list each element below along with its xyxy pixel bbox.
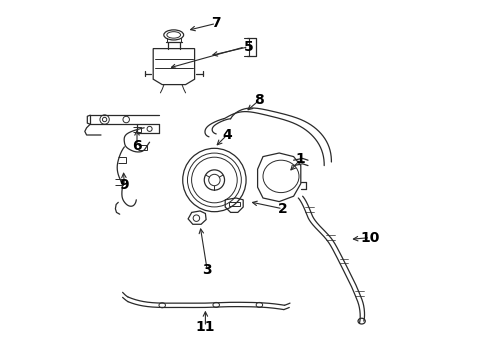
Text: 4: 4 (222, 128, 232, 142)
Text: 2: 2 (278, 202, 288, 216)
Text: 5: 5 (244, 40, 253, 54)
Text: 8: 8 (254, 93, 264, 107)
Text: 3: 3 (202, 263, 212, 277)
Text: 7: 7 (211, 17, 221, 30)
Text: 10: 10 (361, 231, 380, 244)
Text: 11: 11 (196, 320, 215, 334)
Text: 6: 6 (132, 139, 142, 153)
Text: 1: 1 (296, 152, 306, 166)
Text: 9: 9 (120, 179, 129, 192)
